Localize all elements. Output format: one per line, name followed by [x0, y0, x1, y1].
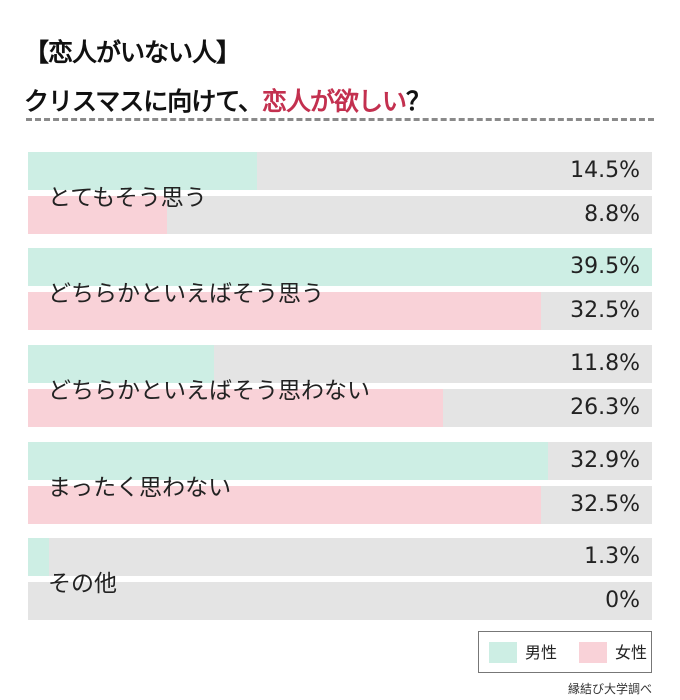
data-label: 11.8%	[570, 351, 640, 376]
bar-group: 39.5% 32.5% どちらかといえばそう思う	[28, 248, 652, 330]
bar-male	[28, 442, 548, 480]
legend-label-male: 男性	[525, 643, 558, 662]
title-line-1: 【恋人がいない人】	[24, 38, 241, 67]
bar-female	[28, 292, 542, 330]
bar-group: 32.9% 32.5% まったく思わない	[28, 442, 652, 524]
bar-female	[28, 486, 542, 524]
legend-swatch-male	[489, 642, 517, 663]
data-label: 26.3%	[570, 395, 640, 420]
data-label: 32.5%	[570, 298, 640, 323]
data-label: 1.3%	[584, 544, 640, 569]
bar-female	[28, 389, 444, 427]
category-label: どちらかといえばそう思う	[48, 281, 324, 307]
title-question: ？	[406, 87, 431, 116]
title-highlight: 恋人が欲しい	[262, 87, 407, 116]
bar-male	[28, 248, 652, 286]
bar-track-male: 32.9%	[28, 442, 652, 480]
bar-track-male: 11.8%	[28, 345, 652, 383]
category-label: とてもそう思う	[48, 185, 207, 211]
data-label: 0%	[605, 588, 640, 613]
bar-male	[28, 152, 258, 190]
bar-track-female: 8.8%	[28, 196, 652, 234]
category-label: その他	[48, 571, 117, 597]
data-label: 8.8%	[584, 202, 640, 227]
data-label: 14.5%	[570, 158, 640, 183]
category-label: まったく思わない	[48, 475, 232, 501]
category-label: どちらかといえばそう思わない	[48, 378, 370, 404]
bar-male	[28, 345, 215, 383]
title-line-2: クリスマスに向けて、恋人が欲しい？	[24, 82, 431, 118]
bar-track-female: 32.5%	[28, 292, 652, 330]
bar-track-female: 32.5%	[28, 486, 652, 524]
bar-group: 11.8% 26.3% どちらかといえばそう思わない	[28, 345, 652, 427]
bar-track-female: 0%	[28, 582, 652, 620]
source-note: 縁結び大学調べ	[567, 682, 652, 696]
bar-group: 1.3% 0% その他	[28, 538, 652, 620]
bar-track-male: 1.3%	[28, 538, 652, 576]
bar-track-female: 26.3%	[28, 389, 652, 427]
bar-female	[28, 196, 168, 234]
data-label: 32.9%	[570, 448, 640, 473]
data-label: 39.5%	[570, 254, 640, 279]
legend-label-female: 女性	[615, 643, 648, 662]
title-plain: クリスマスに向けて、	[24, 87, 263, 116]
bar-group: 14.5% 8.8% とてもそう思う	[28, 152, 652, 234]
bar-male	[28, 538, 49, 576]
bar-track-male: 14.5%	[28, 152, 652, 190]
legend-swatch-female	[579, 642, 607, 663]
bar-track-male: 39.5%	[28, 248, 652, 286]
dashed-divider	[26, 118, 654, 121]
legend: 男性 女性	[478, 631, 652, 673]
data-label: 32.5%	[570, 492, 640, 517]
